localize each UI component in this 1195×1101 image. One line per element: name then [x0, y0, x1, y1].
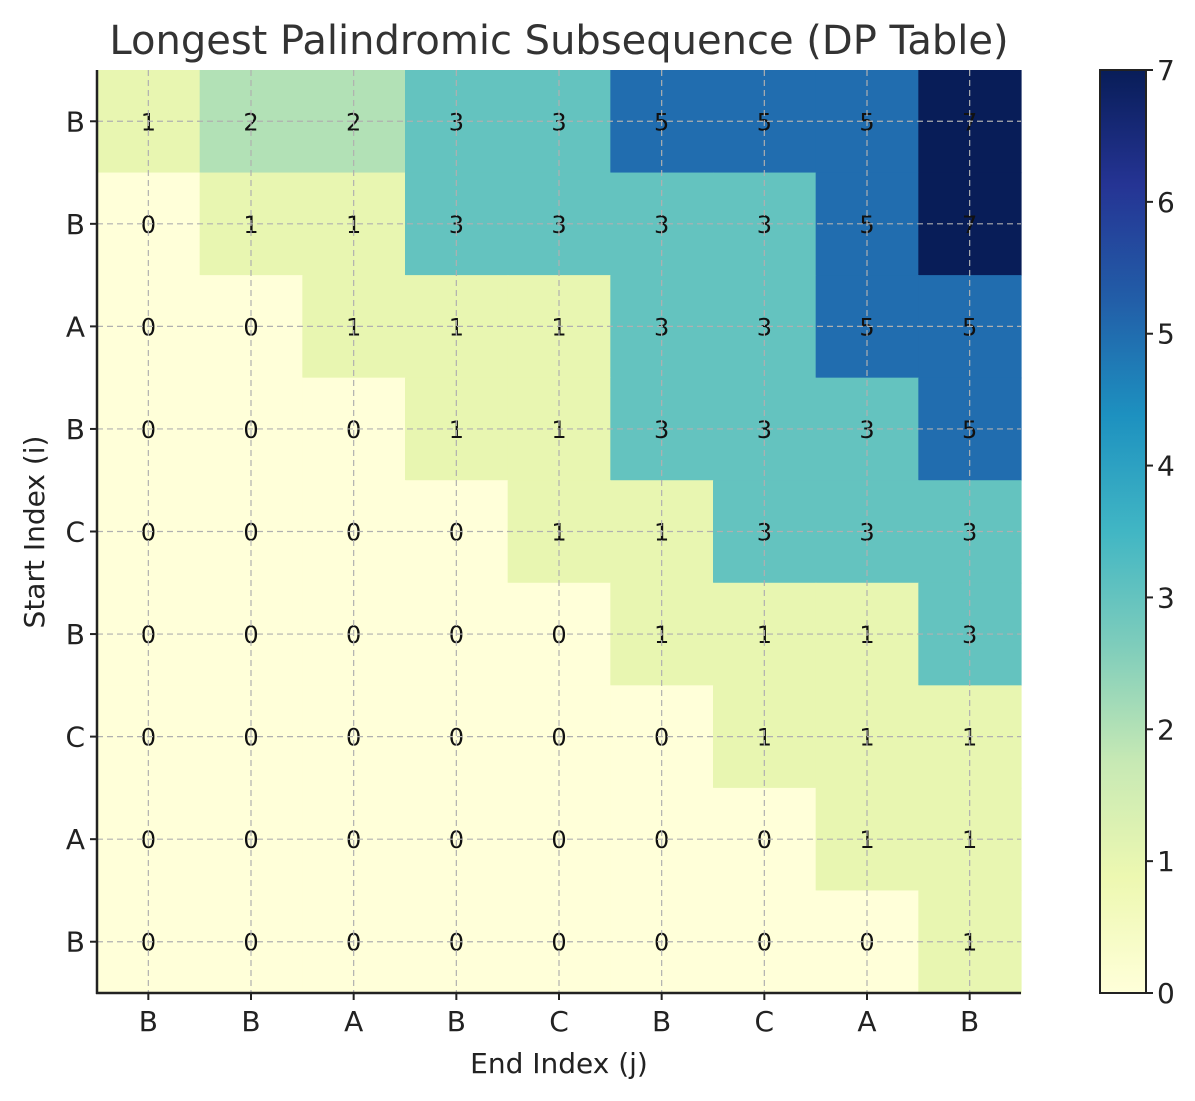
colorbar-tick-label-6: 6 — [1157, 186, 1175, 219]
x-tick-label-1: B — [241, 1005, 260, 1038]
cell-value-label-r6-c4: 0 — [551, 724, 566, 752]
x-tick-label-4: C — [549, 1005, 569, 1038]
y-tick-label-1: B — [66, 208, 85, 241]
colorbar-ticks: 0 1 2 3 4 5 6 7 — [1146, 54, 1175, 1010]
colorbar-tick-label-1: 1 — [1157, 845, 1175, 878]
cell-value-label-r2-c7: 5 — [859, 313, 874, 341]
cell-value-label-r6-c7: 1 — [859, 724, 874, 752]
cell-value-label-r2-c0: 0 — [141, 313, 156, 341]
cell-value-label-r3-c2: 0 — [346, 416, 361, 444]
chart-title: Longest Palindromic Subsequence (DP Tabl… — [109, 18, 1008, 64]
y-axis-label: Start Index (i) — [18, 436, 51, 629]
y-tick-label-8: B — [66, 926, 85, 959]
cell-value-label-r3-c5: 3 — [654, 416, 669, 444]
cell-value-label-r3-c6: 3 — [757, 416, 772, 444]
x-tick-label-6: C — [755, 1005, 775, 1038]
cell-value-label-r2-c5: 3 — [654, 313, 669, 341]
cell-value-label-r6-c3: 0 — [449, 724, 464, 752]
y-tick-label-2: A — [66, 310, 85, 343]
cell-value-label-r6-c1: 0 — [243, 724, 258, 752]
colorbar-tick-label-0: 0 — [1157, 977, 1175, 1010]
cell-value-label-r2-c3: 1 — [449, 313, 464, 341]
cell-value-label-r3-c7: 3 — [859, 416, 874, 444]
cell-value-label-r2-c2: 1 — [346, 313, 361, 341]
cell-value-label-r2-c6: 3 — [757, 313, 772, 341]
cell-value-label-r6-c2: 0 — [346, 724, 361, 752]
y-tick-label-3: B — [66, 413, 85, 446]
x-tick-label-3: B — [447, 1005, 466, 1038]
x-tick-label-5: B — [652, 1005, 671, 1038]
cell-value-label-r3-c0: 0 — [141, 416, 156, 444]
cell-value-label-r2-c4: 1 — [551, 313, 566, 341]
cell-value-label-r3-c1: 0 — [243, 416, 258, 444]
y-axis-ticks: B B A B C B C A B — [65, 105, 97, 959]
colorbar-tick-label-7: 7 — [1157, 54, 1175, 87]
colorbar-tick-label-2: 2 — [1157, 713, 1175, 746]
cell-value-label-r3-c3: 1 — [449, 416, 464, 444]
x-axis-label: End Index (j) — [470, 1047, 648, 1080]
y-tick-label-6: C — [65, 721, 85, 754]
x-tick-label-0: B — [139, 1005, 158, 1038]
colorbar — [1099, 69, 1147, 994]
cell-value-label-r2-c1: 0 — [243, 313, 258, 341]
cell-value-label-r2-c8: 5 — [962, 313, 977, 341]
cell-value-label-r3-c4: 1 — [551, 416, 566, 444]
cell-value-label-r6-c8: 1 — [962, 724, 977, 752]
colorbar-tick-label-3: 3 — [1157, 581, 1175, 614]
cell-value-label-r3-c8: 5 — [962, 416, 977, 444]
cell-value-label-r6-c6: 1 — [757, 724, 772, 752]
x-tick-label-8: B — [960, 1005, 979, 1038]
x-tick-label-7: A — [857, 1005, 876, 1038]
colorbar-tick-label-4: 4 — [1157, 450, 1175, 483]
y-tick-label-5: B — [66, 618, 85, 651]
x-tick-label-2: A — [344, 1005, 363, 1038]
colorbar-tick-label-5: 5 — [1157, 318, 1175, 351]
y-tick-label-7: A — [66, 823, 85, 856]
y-tick-label-4: C — [65, 516, 85, 549]
cell-value-label-r6-c0: 0 — [141, 724, 156, 752]
grid-lines — [97, 70, 1021, 993]
cell-value-label-r6-c5: 0 — [654, 724, 669, 752]
y-tick-label-0: B — [66, 105, 85, 138]
